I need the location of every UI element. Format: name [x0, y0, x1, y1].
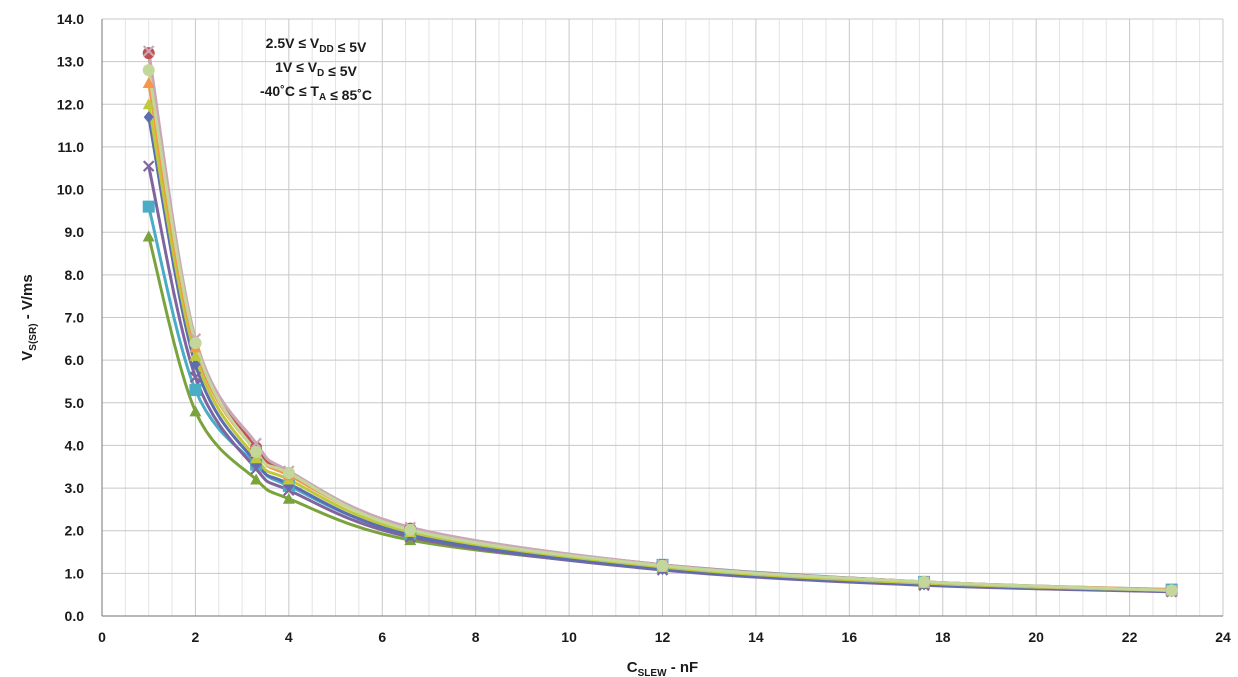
series-line-8: [147, 50, 1172, 592]
x-tick-label: 16: [842, 629, 858, 645]
data-point: [250, 463, 262, 475]
y-axis-title: VS(SR) - V/ms: [19, 274, 39, 360]
series-line-3: [147, 165, 1172, 594]
series-line-1: [147, 236, 1172, 593]
data-point: [656, 559, 669, 572]
x-tick-label: 8: [472, 629, 480, 645]
data-point: [189, 405, 202, 417]
x-tick-label: 10: [561, 629, 577, 645]
y-tick-label: 8.0: [65, 267, 85, 283]
data-point: [142, 160, 155, 172]
y-tick-label: 4.0: [65, 437, 85, 453]
data-point: [142, 64, 155, 77]
axes: [101, 19, 1223, 617]
y-tick-label: 9.0: [65, 224, 85, 240]
data-point: [142, 98, 155, 110]
x-tick-label: 6: [378, 629, 386, 645]
data-point: [189, 371, 202, 383]
annotation-line: 2.5V ≤ VDD ≤ 5V: [266, 35, 367, 55]
series-line-9: [147, 69, 1172, 592]
x-tick-label: 14: [748, 629, 764, 645]
data-point: [250, 437, 262, 450]
series-line-4: [147, 116, 1172, 593]
data-point: [250, 445, 263, 458]
major-gridlines: [102, 18, 1224, 616]
data-point: [142, 45, 155, 57]
y-tick-label: 7.0: [65, 310, 85, 326]
data-point: [190, 358, 201, 371]
y-tick-label: 0.0: [65, 608, 85, 624]
series-markers: [142, 45, 1178, 598]
y-tick-label: 12.0: [57, 96, 84, 112]
x-axis-title-text: CSLEW - nF: [627, 659, 698, 677]
series-line-7: [147, 52, 1172, 592]
series-lines: [147, 50, 1172, 594]
y-tick-label: 6.0: [65, 352, 85, 368]
series-line-6: [147, 82, 1172, 592]
y-tick-label: 2.0: [65, 523, 85, 539]
x-tick-label: 2: [192, 629, 200, 645]
series-line-2: [147, 206, 1172, 592]
y-tick-labels: 0.0 1.0 2.0 3.0 4.0 5.0 6.0 7.0 8.0 9.0 10.0 11.0 12…: [57, 11, 84, 624]
series-line-5: [147, 104, 1172, 592]
annotation-line: 1V ≤ VD ≤ 5V: [275, 59, 357, 79]
data-point: [142, 230, 155, 242]
data-point: [1165, 584, 1178, 597]
y-tick-label: 1.0: [65, 565, 85, 581]
y-tick-label: 14.0: [57, 11, 84, 27]
x-tick-label: 24: [1215, 629, 1231, 645]
annotation-line: -40˚C ≤ TA ≤ 85˚C: [260, 83, 372, 103]
x-tick-label: 4: [285, 629, 293, 645]
y-tick-label: 10.0: [57, 182, 84, 198]
y-axis-title-text: VS(SR) - V/ms: [19, 274, 39, 360]
data-point: [142, 200, 155, 213]
x-tick-label: 0: [98, 629, 106, 645]
data-point: [189, 349, 202, 361]
data-point: [404, 523, 417, 536]
y-tick-label: 5.0: [65, 395, 85, 411]
data-point: [918, 575, 931, 588]
conditions-annotation: 2.5V ≤ VDD ≤ 5V 1V ≤ VD ≤ 5V -40˚C ≤ TA ≤ …: [260, 35, 372, 103]
data-point: [189, 383, 202, 396]
data-point: [283, 484, 295, 496]
y-tick-label: 11.0: [58, 139, 85, 155]
data-point: [282, 467, 295, 480]
y-tick-label: 3.0: [65, 480, 85, 496]
data-point: [189, 337, 202, 350]
x-tick-label: 20: [1028, 629, 1044, 645]
y-tick-label: 13.0: [57, 54, 84, 70]
x-tick-label: 18: [935, 629, 951, 645]
data-point: [142, 47, 155, 60]
data-point: [282, 492, 295, 504]
x-tick-label: 12: [655, 629, 671, 645]
data-point: [142, 76, 155, 88]
x-tick-labels: 0 2 4 6 8 10 12 14 16 18 20 22 24: [98, 629, 1231, 645]
x-tick-label: 22: [1122, 629, 1138, 645]
data-point: [250, 473, 263, 485]
data-point: [143, 111, 154, 124]
x-axis-title: CSLEW - nF: [627, 659, 698, 677]
